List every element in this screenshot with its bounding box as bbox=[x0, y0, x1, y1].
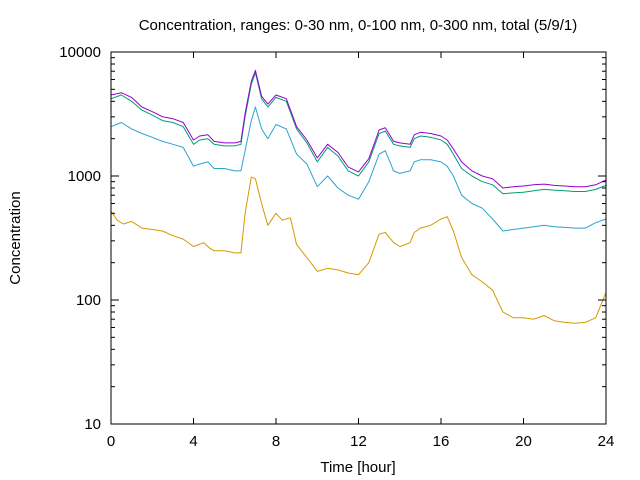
series-line-3 bbox=[110, 69, 607, 189]
y-tick-label: 10000 bbox=[59, 44, 101, 61]
series-line-1 bbox=[110, 106, 607, 232]
x-tick-label: 16 bbox=[433, 433, 450, 450]
y-tick-label: 1000 bbox=[68, 168, 101, 185]
plot-frame bbox=[110, 51, 607, 425]
series-line-2 bbox=[110, 72, 607, 195]
x-tick-label: 0 bbox=[107, 433, 115, 450]
x-tick-label: 8 bbox=[272, 433, 280, 450]
x-axis-label: Time [hour] bbox=[320, 459, 395, 476]
y-tick-label: 10 bbox=[84, 416, 101, 433]
x-tick-label: 24 bbox=[598, 433, 615, 450]
x-tick-label: 20 bbox=[515, 433, 532, 450]
x-tick-label: 4 bbox=[189, 433, 197, 450]
y-axis-label: Concentration bbox=[7, 191, 24, 284]
chart-title: Concentration, ranges: 0-30 nm, 0-100 nm… bbox=[139, 17, 578, 34]
axis-layer: 0 4 8 12 16 20 24 10 100 1000 10000 bbox=[59, 44, 614, 450]
x-tick-label: 12 bbox=[350, 433, 367, 450]
y-tick-label: 100 bbox=[76, 292, 101, 309]
series-layer bbox=[110, 69, 607, 324]
series-line-0 bbox=[110, 176, 607, 324]
